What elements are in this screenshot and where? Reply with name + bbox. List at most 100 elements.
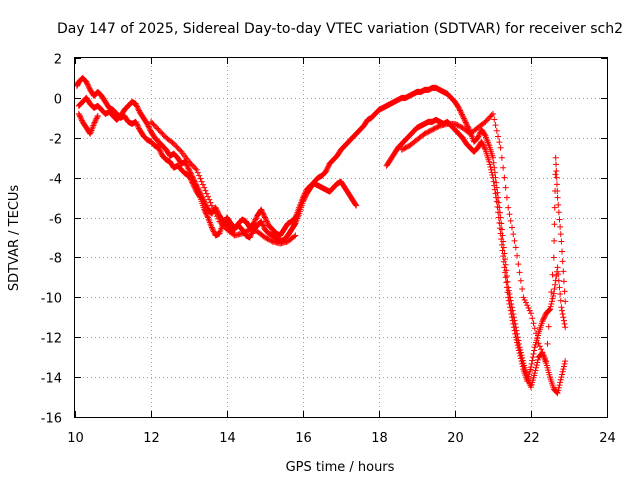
data-point <box>549 271 556 278</box>
data-point <box>529 354 536 361</box>
data-point <box>530 320 537 327</box>
data-point <box>199 181 206 188</box>
data-point <box>510 320 517 327</box>
data-point <box>462 119 469 126</box>
data-point <box>556 216 563 223</box>
data-point <box>526 307 533 314</box>
data-point <box>533 330 540 337</box>
data-point <box>194 185 201 192</box>
data-point <box>539 349 546 356</box>
data-point <box>460 114 467 121</box>
data-point <box>474 134 481 141</box>
data-point <box>502 184 509 191</box>
data-point <box>551 286 558 293</box>
data-point <box>421 130 428 137</box>
data-point <box>524 302 531 309</box>
data-point <box>398 146 405 153</box>
x-tick-label: 16 <box>295 431 312 446</box>
data-point <box>203 203 210 210</box>
data-point <box>500 164 507 171</box>
data-point <box>243 228 249 235</box>
data-point <box>189 173 196 180</box>
data-point <box>560 268 567 275</box>
data-point <box>188 161 195 168</box>
data-point <box>503 273 510 280</box>
data-point <box>561 320 568 327</box>
data-point <box>196 189 203 196</box>
series-sch2-track-c <box>75 110 569 365</box>
data-point <box>508 310 515 317</box>
data-point <box>93 115 100 122</box>
data-point <box>493 127 500 134</box>
data-point <box>511 237 518 244</box>
y-tick-label: -4 <box>49 173 62 188</box>
data-point <box>200 197 207 204</box>
data-point <box>504 289 511 296</box>
data-point <box>520 294 527 301</box>
data-point <box>514 342 521 349</box>
data-point <box>545 323 552 330</box>
data-point <box>150 121 157 128</box>
data-point <box>192 179 199 186</box>
data-point <box>427 127 434 134</box>
data-point <box>300 193 307 200</box>
data-point <box>155 126 162 133</box>
data-point <box>133 102 140 109</box>
data-point <box>558 304 565 311</box>
data-point <box>509 224 515 231</box>
data-point <box>507 307 514 314</box>
data-point <box>172 142 179 149</box>
data-point <box>188 172 195 179</box>
data-point <box>483 117 490 124</box>
data-point <box>160 132 167 139</box>
data-point <box>253 215 260 222</box>
plot-frame <box>74 57 608 418</box>
series-sch2-track-a <box>73 74 569 397</box>
data-point <box>301 190 308 197</box>
y-tick-label: -12 <box>41 332 62 347</box>
data-point <box>170 140 177 147</box>
data-point <box>553 168 560 175</box>
data-point <box>492 122 499 129</box>
data-point <box>156 146 163 153</box>
y-tick-label: -14 <box>41 372 62 387</box>
data-point <box>478 138 485 145</box>
x-tick-label: 18 <box>371 431 388 446</box>
data-point <box>215 215 222 222</box>
data-point <box>94 112 101 119</box>
data-point <box>239 230 246 237</box>
data-point <box>259 209 266 216</box>
data-point <box>251 219 258 226</box>
data-point <box>325 163 332 170</box>
data-point <box>518 358 525 365</box>
data-point <box>498 236 505 243</box>
data-point <box>514 339 521 346</box>
data-point <box>528 310 534 317</box>
data-point <box>145 123 152 130</box>
data-point <box>562 324 569 331</box>
data-point <box>221 223 228 230</box>
data-point <box>540 315 547 322</box>
data-point <box>491 164 498 171</box>
data-point <box>268 237 275 244</box>
data-point <box>262 214 268 221</box>
data-point <box>204 213 211 220</box>
data-point <box>507 304 514 311</box>
chart-title: Day 147 of 2025, Sidereal Day-to-day VTE… <box>57 21 623 37</box>
data-point <box>481 131 488 138</box>
data-point <box>497 230 504 237</box>
data-point <box>548 300 555 307</box>
data-point <box>197 175 204 182</box>
data-point <box>154 125 161 132</box>
data-point <box>134 104 141 111</box>
data-point <box>512 244 519 251</box>
data-point <box>501 264 508 271</box>
data-point <box>490 159 497 166</box>
data-point <box>488 112 495 119</box>
data-point <box>208 202 215 209</box>
data-point <box>216 218 223 225</box>
data-point <box>262 215 269 222</box>
data-point <box>402 144 409 151</box>
data-point <box>559 307 566 314</box>
data-point <box>544 340 551 347</box>
